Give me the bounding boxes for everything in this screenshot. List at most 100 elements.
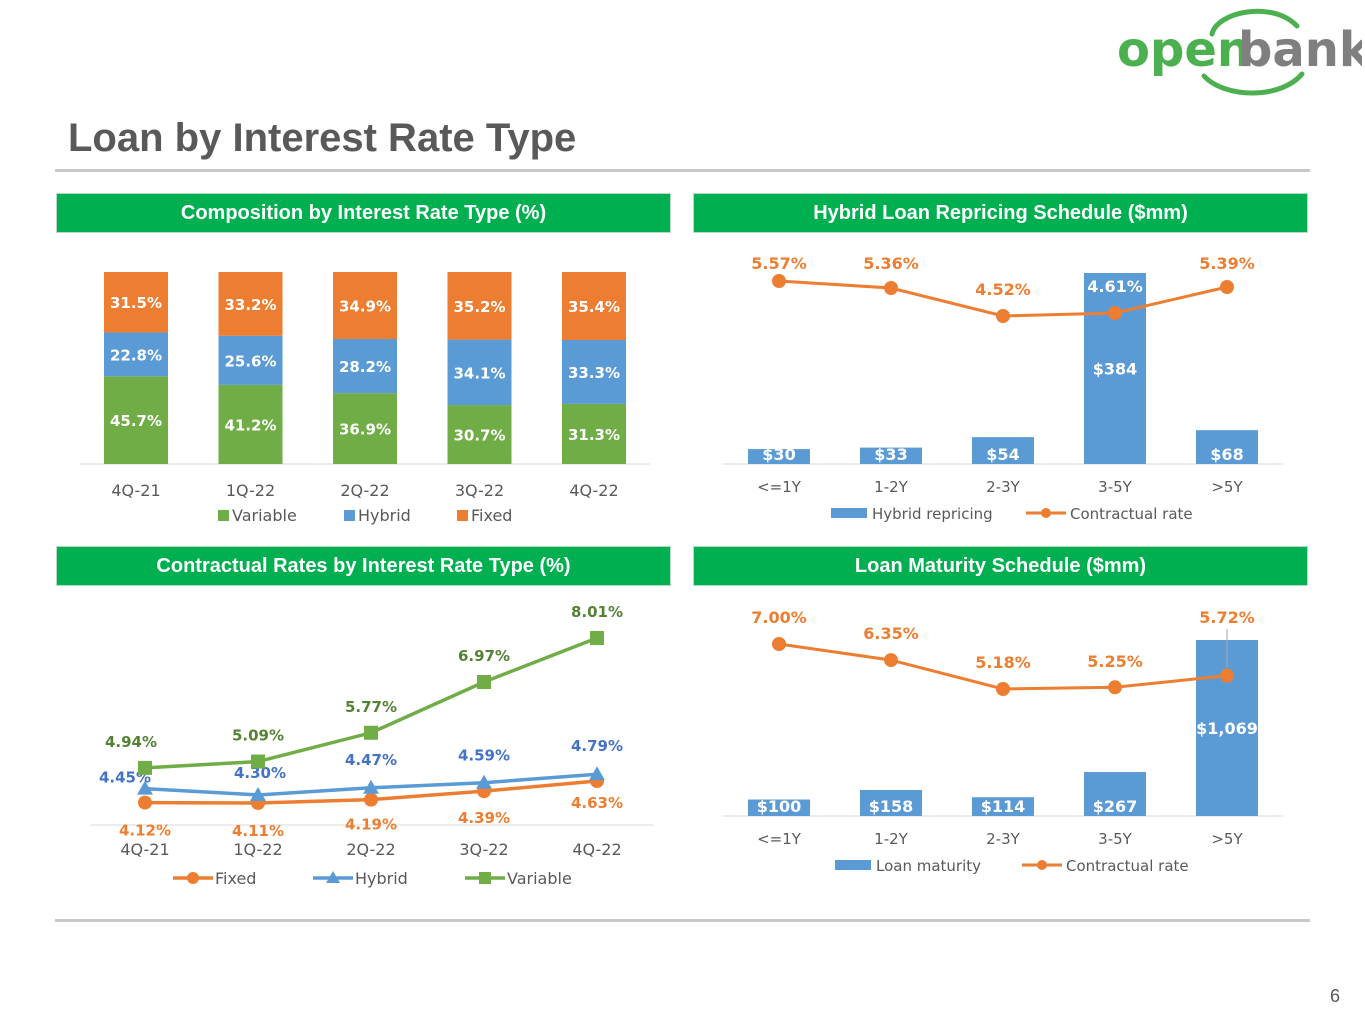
contractual-label-variable: 8.01% <box>571 603 623 621</box>
repricing-tick-label: 1-2Y <box>874 478 908 496</box>
contractual-label-variable: 5.77% <box>345 698 397 716</box>
repricing-bar-label: $384 <box>1093 360 1138 379</box>
contractual-tick-label: 4Q-21 <box>120 840 169 859</box>
maturity-rate-point <box>884 653 898 668</box>
composition-chart: 45.7% 22.8% 31.5% 4Q-21 41.2% 25.6% 33.2% 1Q-22… <box>80 272 650 525</box>
composition-data-label: 41.2% <box>224 416 276 434</box>
contractual-label-fixed: 4.12% <box>119 822 171 840</box>
composition-data-label: 28.2% <box>339 358 391 376</box>
composition-bar-hybrid <box>218 335 283 385</box>
repricing-bar <box>748 449 810 464</box>
contractual-point-hybrid <box>137 780 153 795</box>
repricing-rate-label: 5.36% <box>863 254 919 273</box>
composition-data-label: 35.4% <box>568 298 620 316</box>
repricing-bar-label: $68 <box>1210 445 1243 464</box>
contractual-point-variable <box>138 760 152 775</box>
contractual-point-hybrid <box>589 766 605 781</box>
contractual-legend-hybrid: Hybrid <box>355 869 408 888</box>
contractual-label-hybrid: 4.79% <box>571 737 623 755</box>
maturity-bar <box>1084 772 1146 816</box>
contractual-point-variable <box>364 725 378 740</box>
maturity-bar <box>748 799 810 816</box>
maturity-bar-label: $100 <box>757 797 802 816</box>
contractual-panel-header: Contractual Rates by Interest Rate Type … <box>56 546 671 586</box>
composition-tick-label: 3Q-22 <box>455 481 504 500</box>
composition-data-label: 25.6% <box>224 352 276 370</box>
contractual-legend-variable: Variable <box>507 869 572 888</box>
repricing-rate-point <box>996 309 1010 323</box>
contractual-label-hybrid: 4.59% <box>458 747 510 765</box>
contractual-label-hybrid: 4.30% <box>234 764 286 782</box>
composition-panel-header: Composition by Interest Rate Type (%) <box>56 193 671 233</box>
maturity-tick-label: 2-3Y <box>986 830 1020 848</box>
contractual-label-fixed: 4.11% <box>232 822 284 840</box>
composition-legend-swatch-variable <box>218 510 229 521</box>
maturity-bar-label: $158 <box>869 797 914 816</box>
maturity-legend-bars: Loan maturity <box>876 857 981 875</box>
repricing-bar <box>860 447 922 464</box>
contractual-tick-label: 2Q-22 <box>346 840 395 859</box>
contractual-label-variable: 6.97% <box>458 647 510 665</box>
maturity-chart: $100 <=1Y $158 1-2Y $114 2-3Y $267 3-5Y $1,069 >5… <box>723 608 1283 875</box>
contractual-point-hybrid <box>476 774 492 789</box>
maturity-rate-point <box>1108 680 1122 695</box>
contractual-label-fixed: 4.19% <box>345 816 397 834</box>
repricing-rate-label: 5.39% <box>1199 254 1255 273</box>
maturity-panel-header: Loan Maturity Schedule ($mm) <box>693 546 1308 586</box>
composition-bar-hybrid <box>104 332 168 377</box>
composition-bar-fixed <box>218 272 283 336</box>
maturity-rate-label: 7.00% <box>751 608 807 627</box>
contractual-tick-label: 1Q-22 <box>233 840 282 859</box>
contractual-point-hybrid <box>363 779 379 794</box>
repricing-legend-bar-swatch <box>831 508 867 518</box>
repricing-tick-label: <=1Y <box>757 478 802 496</box>
repricing-rate-label: 4.52% <box>975 280 1031 299</box>
contractual-label-variable: 4.94% <box>105 733 157 751</box>
maturity-rate-point <box>996 682 1010 696</box>
composition-data-label: 33.2% <box>224 296 276 314</box>
repricing-tick-label: 3-5Y <box>1098 478 1132 496</box>
repricing-bar <box>1196 430 1258 464</box>
composition-data-label: 30.7% <box>453 427 505 445</box>
composition-data-label: 22.8% <box>110 346 162 364</box>
contractual-tick-label: 3Q-22 <box>459 840 508 859</box>
logo-bank-text: bank <box>1238 22 1362 78</box>
maturity-bar <box>972 797 1034 816</box>
maturity-tick-label: >5Y <box>1211 830 1243 848</box>
composition-bar-variable <box>104 376 168 464</box>
repricing-legend-line-marker <box>1041 508 1051 518</box>
repricing-bar <box>972 437 1034 464</box>
repricing-rate-label: 5.57% <box>751 254 807 273</box>
repricing-rate-point <box>884 281 898 295</box>
contractual-point-variable <box>590 631 604 645</box>
composition-data-label: 31.5% <box>110 294 162 312</box>
page-title: Loan by Interest Rate Type <box>68 116 577 160</box>
repricing-legend-bars: Hybrid repricing <box>872 505 993 523</box>
composition-tick-label: 1Q-22 <box>226 481 275 500</box>
composition-bar-variable <box>333 393 397 464</box>
composition-legend-hybrid: Hybrid <box>358 506 411 525</box>
repricing-bar-label: $33 <box>874 445 907 464</box>
composition-bar-variable <box>447 405 512 464</box>
contractual-legend-marker <box>187 872 199 884</box>
contractual-point-fixed <box>364 792 378 807</box>
repricing-bar-label: $54 <box>986 445 1019 464</box>
repricing-rate-point <box>1220 280 1234 294</box>
maturity-tick-label: 1-2Y <box>874 830 908 848</box>
contractual-label-fixed: 4.63% <box>571 794 623 812</box>
composition-data-label: 35.2% <box>453 298 505 316</box>
maturity-bar-label: $267 <box>1093 797 1138 816</box>
contractual-label-variable: 5.09% <box>232 727 284 745</box>
contractual-point-variable <box>477 675 491 689</box>
repricing-bar-label: $30 <box>762 445 795 464</box>
repricing-tick-label: 2-3Y <box>986 478 1020 496</box>
maturity-bar-label: $1,069 <box>1196 719 1258 738</box>
maturity-rate-point <box>1220 668 1234 683</box>
contractual-point-hybrid <box>250 786 266 801</box>
maturity-rate-label: 5.25% <box>1087 652 1143 671</box>
composition-data-label: 36.9% <box>339 421 391 439</box>
contractual-legend-fixed: Fixed <box>215 869 256 888</box>
composition-bar-hybrid <box>333 339 397 394</box>
composition-data-label: 34.9% <box>339 298 391 316</box>
maturity-rate-label: 6.35% <box>863 624 919 643</box>
